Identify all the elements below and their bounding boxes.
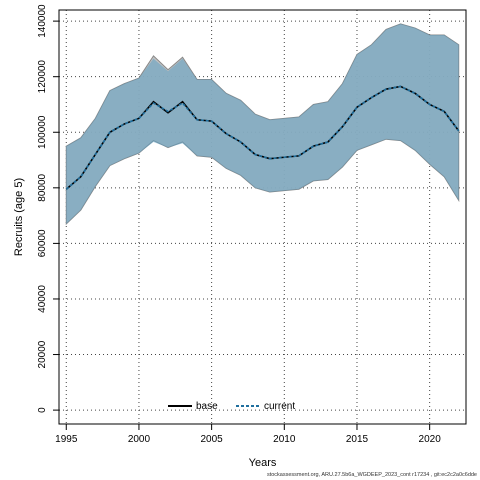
- y-tick-label: 80000: [37, 173, 48, 201]
- series-lines: [65, 85, 460, 190]
- x-tick-label: 2005: [201, 434, 224, 445]
- x-axis: 1995 2000 2005 2010 2015 2020: [55, 423, 442, 445]
- y-tick-label: 40000: [37, 285, 48, 313]
- y-tick-label: 60000: [37, 229, 48, 257]
- y-tick-label: 0: [37, 407, 48, 413]
- x-tick-label: 2015: [346, 434, 369, 445]
- legend-label-current: current: [264, 401, 295, 412]
- legend-label-base: base: [196, 401, 218, 412]
- confidence-bands: [65, 23, 460, 226]
- x-tick-label: 1995: [55, 434, 78, 445]
- band-current: [66, 23, 459, 224]
- y-axis: 0 20000 40000 60000 80000 100000 120000 140000: [37, 4, 60, 413]
- y-tick-label: 140000: [37, 4, 48, 38]
- x-tick-label: 2020: [419, 434, 442, 445]
- x-tick-label: 2010: [273, 434, 296, 445]
- line-current: [65, 85, 460, 190]
- y-tick-label: 120000: [37, 60, 48, 94]
- legend: base current: [168, 401, 295, 412]
- source-note: stockassessment.org, ARU.27.5b6a_WGDEEP_…: [266, 472, 477, 478]
- x-tick-label: 2000: [128, 434, 151, 445]
- y-tick-label: 20000: [37, 340, 48, 368]
- y-axis-title: Recruits (age 5): [13, 178, 25, 256]
- y-tick-label: 100000: [37, 115, 48, 149]
- x-axis-title: Years: [249, 457, 277, 469]
